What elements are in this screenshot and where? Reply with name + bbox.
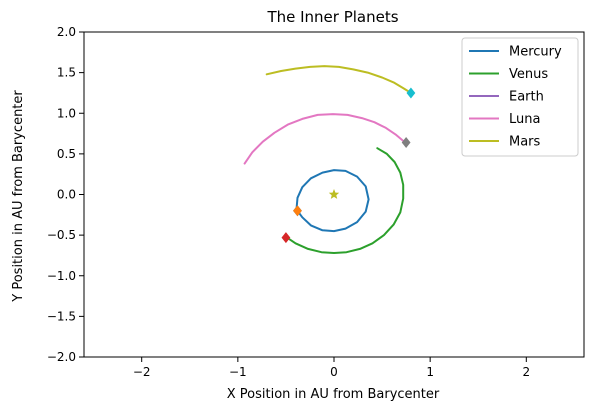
legend-label-venus: Venus bbox=[509, 67, 548, 82]
x-tick-label: −2 bbox=[133, 365, 151, 379]
marker-diamond bbox=[401, 137, 411, 148]
chart-title: The Inner Planets bbox=[266, 8, 398, 26]
series-line-mercury bbox=[295, 169, 370, 233]
y-axis-label: Y Position in AU from Barycenter bbox=[11, 90, 26, 303]
position-markers bbox=[281, 87, 416, 244]
legend-label-mercury: Mercury bbox=[509, 45, 562, 60]
y-tick-label: −1.0 bbox=[47, 269, 76, 283]
y-tick-label: 2.0 bbox=[57, 25, 76, 39]
marker-diamond bbox=[406, 87, 416, 99]
series-line-mars bbox=[265, 65, 412, 94]
series-line-luna bbox=[243, 113, 408, 165]
legend-label-mars: Mars bbox=[509, 135, 541, 150]
y-tick-label: −0.5 bbox=[47, 228, 76, 242]
series-lines bbox=[243, 65, 412, 254]
y-tick-label: 0.5 bbox=[57, 147, 76, 161]
legend-label-luna: Luna bbox=[509, 112, 540, 127]
legend: Mercury Venus Earth Luna Mars bbox=[461, 37, 579, 157]
marker-diamond bbox=[293, 205, 302, 217]
marker-sun-star bbox=[328, 189, 340, 199]
y-axis-ticks: 2.0 1.5 1.0 0.5 0.0 −0.5 −1.0 −1.5 −2.0 bbox=[47, 25, 84, 364]
y-tick-label: −2.0 bbox=[47, 350, 76, 364]
legend-label-earth: Earth bbox=[509, 90, 544, 105]
legend-box bbox=[461, 37, 579, 157]
y-tick-label: −1.5 bbox=[47, 309, 76, 323]
x-tick-label: −1 bbox=[229, 365, 247, 379]
x-axis-label: X Position in AU from Barycenter bbox=[227, 387, 440, 402]
series-line-venus bbox=[284, 147, 405, 254]
y-tick-label: 0.0 bbox=[57, 188, 76, 202]
x-tick-label: 2 bbox=[522, 365, 530, 379]
x-axis-ticks: −2 −1 0 1 2 bbox=[133, 357, 530, 379]
marker-diamond bbox=[281, 232, 291, 244]
y-tick-label: 1.5 bbox=[57, 66, 76, 80]
y-tick-label: 1.0 bbox=[57, 106, 76, 120]
x-tick-label: 1 bbox=[426, 365, 434, 379]
x-tick-label: 0 bbox=[330, 365, 338, 379]
